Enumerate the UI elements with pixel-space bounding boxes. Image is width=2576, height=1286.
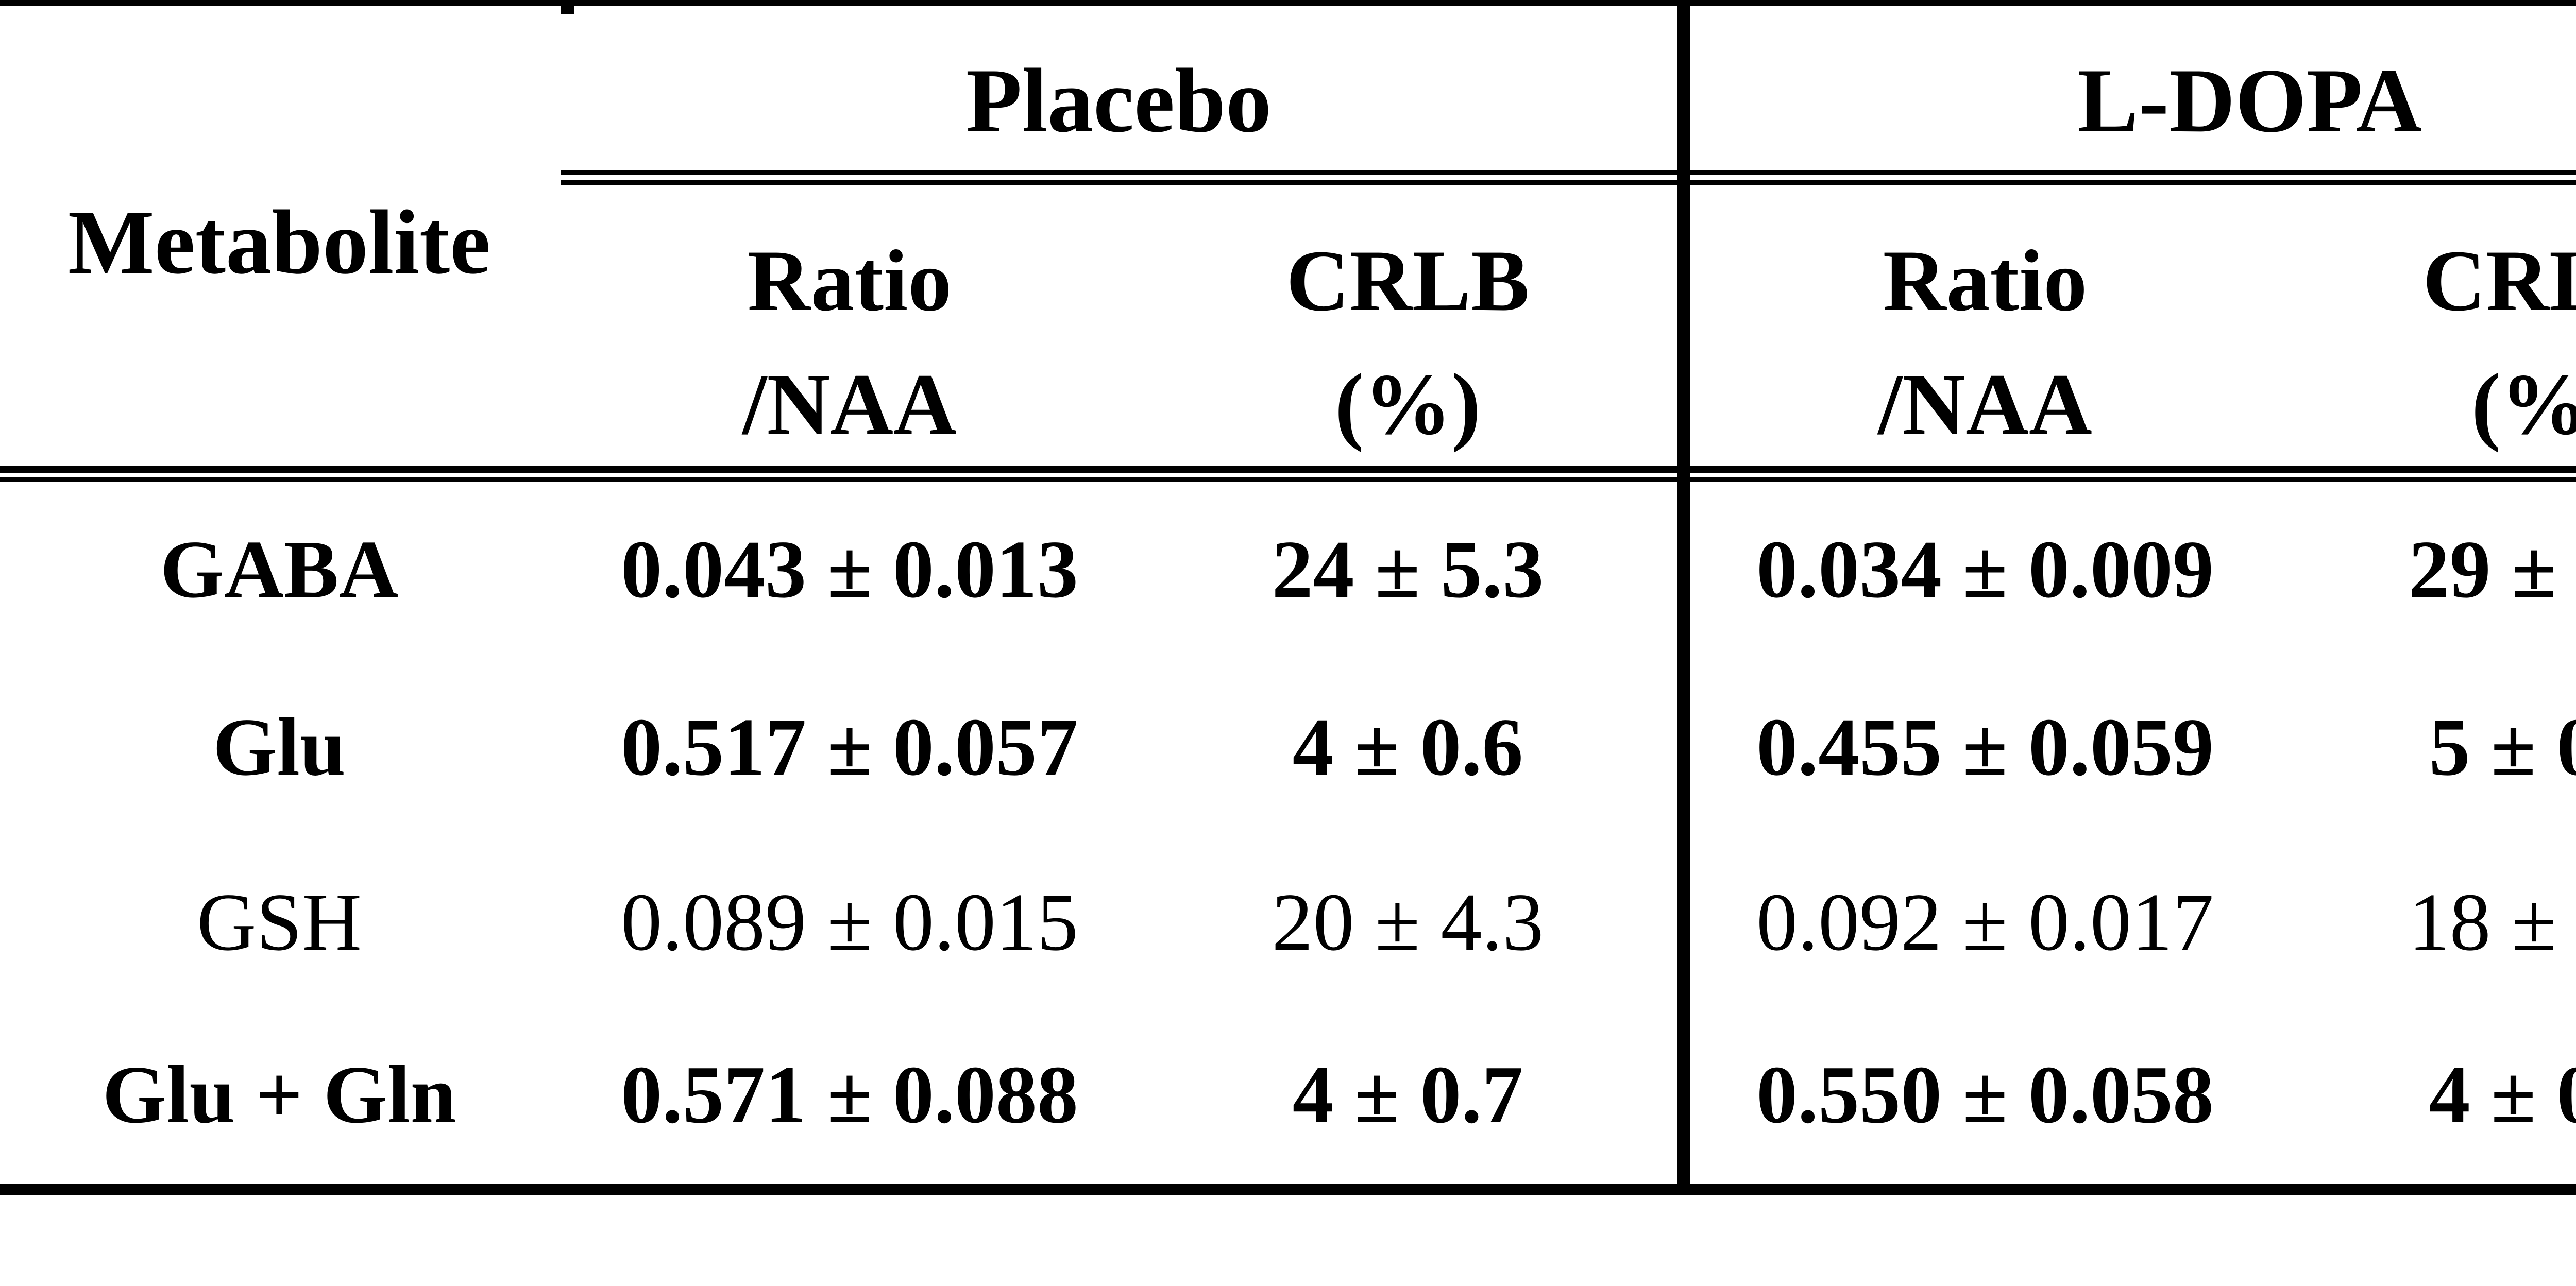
header-band-rule-top bbox=[0, 466, 2576, 473]
row-gaba-placebo-crlb: 24 ± 5.3 bbox=[1272, 523, 1544, 615]
row-gsh-metabolite: GSH bbox=[196, 876, 362, 968]
row-gsh-placebo-ratio: 0.089 ± 0.015 bbox=[621, 876, 1078, 968]
subheader-placebo-crlb: CRLB bbox=[1286, 232, 1530, 329]
row-glugln-ldopa-crlb: 4 ± 0.3 bbox=[2429, 1049, 2576, 1140]
top-rule-inner bbox=[0, 0, 2576, 6]
row-glugln-ldopa-ratio: 0.550 ± 0.058 bbox=[1756, 1049, 2214, 1140]
row-gaba-ldopa-crlb: 29 ± 7.8 bbox=[2408, 523, 2576, 615]
row-glugln-metabolite: Glu + Gln bbox=[102, 1049, 456, 1140]
row-gaba-metabolite: GABA bbox=[160, 523, 399, 615]
group-header-placebo: Placebo bbox=[965, 49, 1272, 151]
row-gsh-placebo-crlb: 20 ± 4.3 bbox=[1272, 876, 1544, 968]
row-glu-ldopa-crlb: 5 ± 0.7 bbox=[2429, 701, 2576, 793]
subheader-placebo-naa: /NAA bbox=[742, 356, 957, 453]
row-gaba-placebo-ratio: 0.043 ± 0.013 bbox=[621, 523, 1078, 615]
row-glu-placebo-ratio: 0.517 ± 0.057 bbox=[621, 701, 1078, 793]
subheader-placebo-crlb-pct: (%) bbox=[1334, 356, 1481, 453]
subheader-ldopa-ratio: Ratio bbox=[1883, 232, 2088, 329]
row-glugln-placebo-ratio: 0.571 ± 0.088 bbox=[621, 1049, 1078, 1140]
row-gsh-ldopa-crlb: 18 ± 3.2 bbox=[2408, 876, 2576, 968]
ldopa-underline-bottom bbox=[1690, 180, 2576, 185]
row-glu-ldopa-ratio: 0.455 ± 0.059 bbox=[1756, 701, 2214, 793]
subheader-ldopa-naa: /NAA bbox=[1878, 356, 2092, 453]
placebo-underline-top bbox=[561, 170, 1677, 175]
row-glugln-placebo-crlb: 4 ± 0.7 bbox=[1292, 1049, 1523, 1140]
bottom-rule bbox=[0, 1184, 2576, 1195]
divider-placebo-ldopa bbox=[1677, 1, 1690, 1195]
subheader-ldopa-crlb: CRLB bbox=[2422, 232, 2576, 329]
placebo-header-left-tick bbox=[561, 0, 574, 14]
row-glu-placebo-crlb: 4 ± 0.6 bbox=[1292, 701, 1523, 793]
row-gaba-ldopa-ratio: 0.034 ± 0.009 bbox=[1756, 523, 2214, 615]
row-glu-metabolite: Glu bbox=[213, 701, 346, 793]
group-header-ldopa: L-DOPA bbox=[2077, 49, 2422, 151]
placebo-underline-bottom bbox=[561, 180, 1677, 185]
row-gsh-ldopa-ratio: 0.092 ± 0.017 bbox=[1756, 876, 2214, 968]
ldopa-underline-top bbox=[1690, 170, 2576, 175]
header-band-rule-bottom bbox=[0, 477, 2576, 482]
subheader-placebo-ratio: Ratio bbox=[747, 232, 952, 329]
subheader-ldopa-crlb-pct: (%) bbox=[2471, 356, 2576, 453]
column-header-metabolite: Metabolite bbox=[67, 191, 491, 293]
